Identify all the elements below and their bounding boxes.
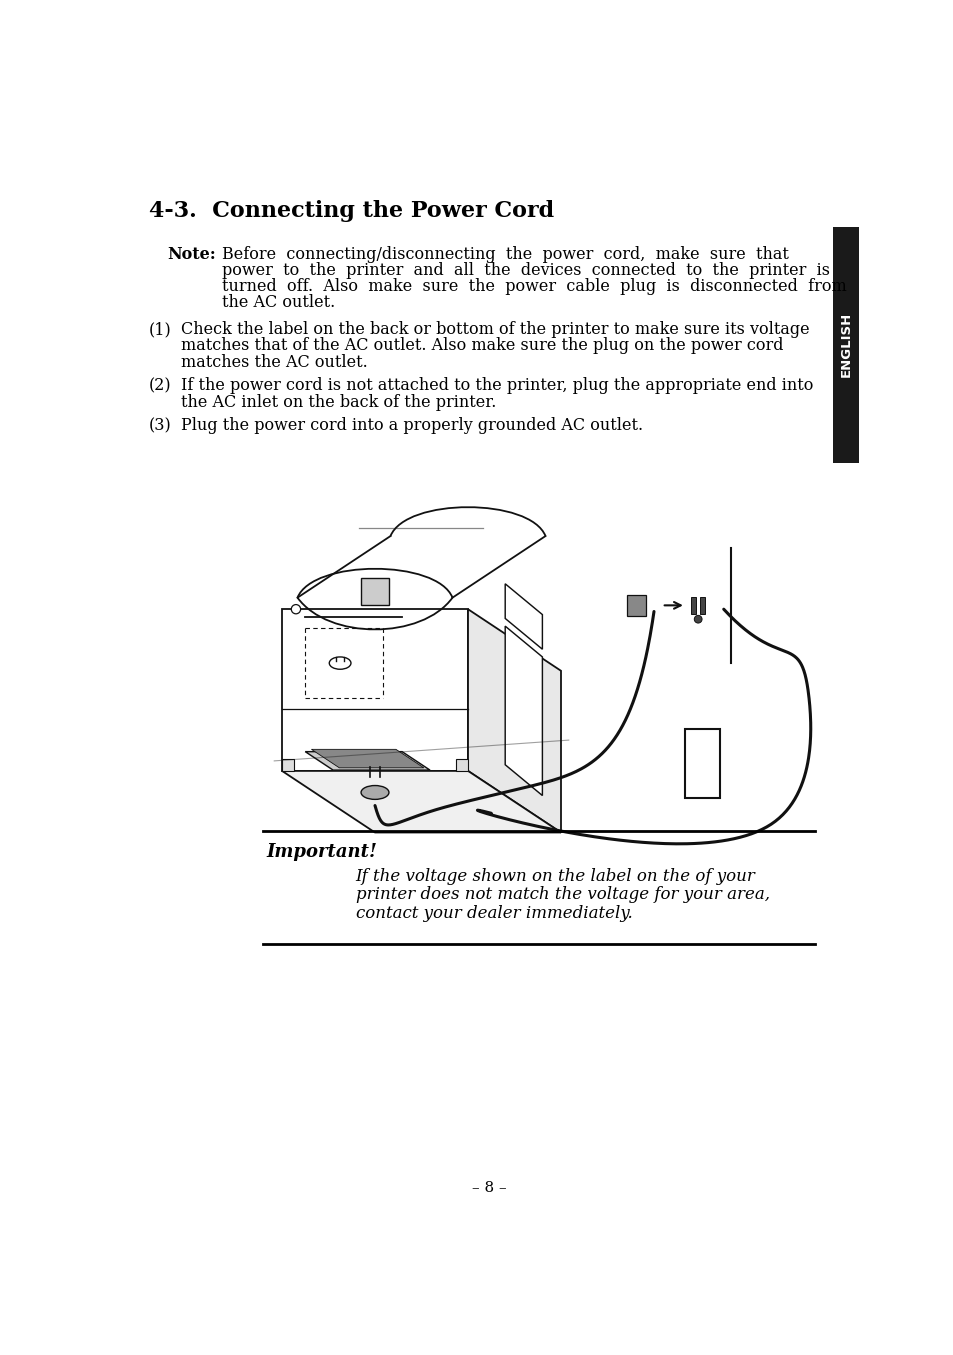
Text: – 8 –: – 8 –: [471, 1182, 506, 1195]
Text: matches that of the AC outlet. Also make sure the plug on the power cord: matches that of the AC outlet. Also make…: [181, 337, 783, 355]
Text: If the voltage shown on the label on the of your: If the voltage shown on the label on the…: [355, 869, 755, 885]
Bar: [700, 598, 704, 614]
Polygon shape: [360, 579, 389, 606]
Polygon shape: [684, 729, 720, 798]
Text: power  to  the  printer  and  all  the  devices  connected  to  the  printer  is: power to the printer and all the devices…: [221, 262, 829, 279]
Ellipse shape: [329, 657, 351, 669]
Polygon shape: [505, 584, 542, 649]
Ellipse shape: [360, 786, 389, 799]
Bar: [691, 598, 695, 614]
Text: the AC inlet on the back of the printer.: the AC inlet on the back of the printer.: [181, 393, 497, 411]
Polygon shape: [468, 610, 560, 832]
Polygon shape: [305, 752, 430, 770]
Text: (1): (1): [149, 321, 172, 339]
Text: the AC outlet.: the AC outlet.: [221, 294, 335, 312]
Circle shape: [291, 604, 300, 614]
Polygon shape: [282, 610, 468, 771]
Text: ENGLISH: ENGLISH: [839, 312, 851, 377]
Bar: [282, 759, 294, 771]
Text: Important!: Important!: [266, 843, 377, 860]
Text: printer does not match the voltage for your area,: printer does not match the voltage for y…: [355, 886, 769, 904]
Text: Note:: Note:: [167, 245, 215, 263]
Circle shape: [694, 615, 701, 623]
Text: 4-3.  Connecting the Power Cord: 4-3. Connecting the Power Cord: [149, 199, 554, 222]
Text: turned  off.  Also  make  sure  the  power  cable  plug  is  disconnected  from: turned off. Also make sure the power cab…: [221, 278, 845, 295]
Text: (3): (3): [149, 417, 172, 435]
Text: (2): (2): [149, 378, 172, 394]
Bar: [626, 595, 645, 617]
Text: If the power cord is not attached to the printer, plug the appropriate end into: If the power cord is not attached to the…: [181, 378, 813, 394]
Text: contact your dealer immediately.: contact your dealer immediately.: [355, 905, 632, 921]
Polygon shape: [282, 771, 560, 832]
Polygon shape: [505, 626, 542, 795]
Text: matches the AC outlet.: matches the AC outlet.: [181, 354, 368, 370]
Polygon shape: [311, 749, 423, 768]
Text: Before  connecting/disconnecting  the  power  cord,  make  sure  that: Before connecting/disconnecting the powe…: [221, 245, 787, 263]
Bar: [832, 226, 858, 463]
Text: Plug the power cord into a properly grounded AC outlet.: Plug the power cord into a properly grou…: [181, 417, 642, 435]
Bar: [456, 759, 468, 771]
Text: Check the label on the back or bottom of the printer to make sure its voltage: Check the label on the back or bottom of…: [181, 321, 809, 339]
